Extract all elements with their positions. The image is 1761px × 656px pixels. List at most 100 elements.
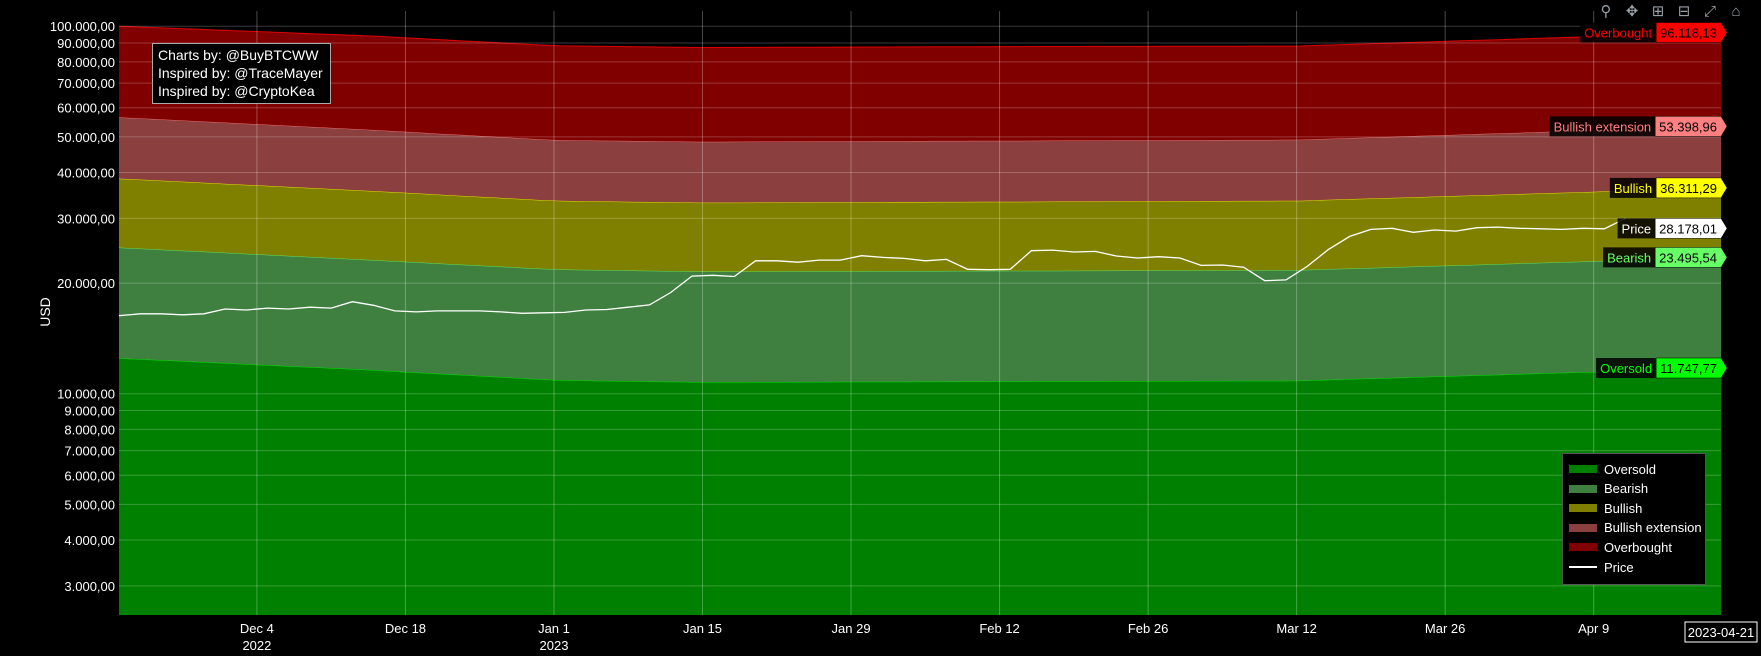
chart-legend: Oversold Bearish Bullish Bullish extension O…: [1562, 453, 1706, 585]
x-hover-label: 2023-04-21: [1688, 625, 1755, 640]
hover-name: Overbought: [1584, 26, 1652, 41]
hover-name-box: [1596, 358, 1657, 379]
hover-name-box: [1580, 22, 1657, 43]
reset-axes-icon[interactable]: ⌂: [1731, 3, 1741, 20]
legend-label-overbought: Overbought: [1604, 539, 1672, 555]
x-tick-label: Feb 26: [1128, 621, 1168, 636]
band-bearish: [119, 247, 1721, 383]
y-tick-label: 4.000,00: [64, 533, 115, 548]
band-oversold: [119, 358, 1721, 615]
hover-value-box: [1655, 357, 1728, 379]
y-tick-label: 10.000,00: [57, 387, 115, 402]
credit-line-3: Inspired by: @CryptoKea: [158, 83, 315, 99]
modebar: ⚲ ✥ ⊞ ⊟ ⤢ ⌂: [1597, 3, 1745, 21]
x-tick-label: Mar 12: [1276, 621, 1316, 636]
hover-name-box: [1603, 247, 1656, 268]
legend-item-bullish_ext[interactable]: Bullish extension: [1569, 519, 1702, 537]
legend-swatch-overbought: [1569, 543, 1597, 552]
y-tick-label: 6.000,00: [64, 468, 115, 483]
y-tick-label: 100.000,00: [50, 19, 115, 34]
hover-badge-bullish-extension: 53.398,96 Bullish extension: [1549, 116, 1728, 137]
y-tick-label: 40.000,00: [57, 165, 115, 180]
y-tick-label: 5.000,00: [64, 497, 115, 512]
hover-name-box: [1609, 177, 1657, 198]
hover-badge-overbought: 96.118,13 Overbought: [1580, 22, 1728, 43]
hover-name: Bullish: [1614, 181, 1652, 196]
y-tick-label: 20.000,00: [57, 276, 115, 291]
hover-value: 28.178,01: [1659, 221, 1717, 236]
credit-line-2: Inspired by: @TraceMayer: [158, 65, 323, 81]
legend-swatch-bearish: [1569, 484, 1597, 493]
x-tick-label: Feb 12: [979, 621, 1019, 636]
legend-swatch-price: [1569, 566, 1597, 568]
hover-name: Oversold: [1600, 361, 1652, 376]
legend-item-price[interactable]: Price: [1569, 558, 1634, 576]
legend-swatch-bullish: [1569, 504, 1597, 513]
hover-name-box: [1617, 218, 1656, 239]
legend-item-bearish[interactable]: Bearish: [1569, 480, 1648, 498]
hover-badge-bearish: 23.495,54 Bearish: [1603, 247, 1728, 268]
y-tick-label: 8.000,00: [64, 422, 115, 437]
hover-value-box: [1654, 218, 1728, 239]
hover-value: 96.118,13: [1660, 26, 1717, 41]
x-tick-label: Jan 15: [683, 621, 722, 636]
legend-item-overbought[interactable]: Overbought: [1569, 538, 1672, 556]
x-tick-label: Dec 4: [240, 621, 274, 636]
legend-label-bullish: Bullish: [1604, 500, 1643, 516]
x-hover-box: [1684, 621, 1758, 643]
y-axis-label: USD: [37, 297, 53, 327]
x-tick-label: Jan 1: [538, 621, 570, 636]
y-tick-label: 3.000,00: [64, 579, 115, 594]
legend-swatch-bullish_ext: [1569, 523, 1597, 532]
legend-label-oversold: Oversold: [1604, 461, 1657, 477]
y-tick-label: 90.000,00: [57, 36, 115, 51]
hover-value: 11.747,77: [1660, 361, 1717, 376]
legend-swatch-oversold: [1569, 465, 1597, 473]
hover-value: 23.495,54: [1659, 250, 1717, 265]
y-tick-label: 70.000,00: [57, 76, 115, 91]
y-tick-label: 7.000,00: [64, 444, 115, 459]
legend-label-price: Price: [1604, 559, 1634, 575]
band-bullish-extension: [119, 117, 1721, 203]
band-line-overbought: [118, 25, 1722, 48]
x-tick-label: Mar 26: [1425, 621, 1465, 636]
price-line: [118, 217, 1626, 317]
hover-value: 36.311,29: [1660, 181, 1717, 196]
hover-value-box: [1654, 116, 1728, 137]
band-overbought: [119, 26, 1721, 142]
hover-name: Price: [1622, 221, 1652, 236]
credits-box: Charts by: @BuyBTCWW Inspired by: @Trace…: [152, 43, 331, 104]
hover-value-box: [1654, 247, 1728, 268]
band-bullish: [119, 178, 1721, 272]
hover-badge-bullish: 36.311,29 Bullish: [1609, 177, 1728, 199]
x-tick-year-label: 2022: [242, 638, 271, 651]
x-tick-label: Apr 9: [1578, 621, 1609, 636]
y-tick-label: 30.000,00: [57, 211, 115, 226]
x-tick-label: Dec 18: [385, 621, 426, 636]
y-tick-label: 80.000,00: [57, 55, 115, 70]
y-tick-label: 60.000,00: [57, 101, 115, 116]
legend-item-bullish[interactable]: Bullish: [1569, 499, 1642, 517]
zoom-in-icon[interactable]: ⊞: [1651, 3, 1665, 20]
zoom-out-icon[interactable]: ⊟: [1677, 3, 1691, 20]
hover-name-box: [1549, 116, 1656, 137]
pan-icon[interactable]: ✥: [1625, 3, 1639, 20]
hover-badge-oversold: 11.747,77 Oversold: [1596, 357, 1728, 379]
hover-badge-price: 28.178,01 Price: [1617, 218, 1728, 239]
x-tick-label: Jan 29: [832, 621, 871, 636]
y-tick-label: 50.000,00: [57, 130, 115, 145]
legend-label-bearish: Bearish: [1604, 481, 1649, 497]
hover-name: Bearish: [1607, 250, 1651, 265]
y-tick-label: 9.000,00: [64, 404, 115, 419]
zoom-icon[interactable]: ⚲: [1600, 3, 1612, 20]
legend-label-bullish_ext: Bullish extension: [1604, 520, 1702, 536]
credit-line-1: Charts by: @BuyBTCWW: [158, 47, 319, 63]
hover-name: Bullish extension: [1554, 119, 1652, 134]
hover-value: 53.398,96: [1659, 119, 1717, 134]
hover-value-box: [1655, 177, 1728, 199]
legend-item-oversold[interactable]: Oversold: [1569, 460, 1656, 478]
autoscale-icon[interactable]: ⤢: [1703, 3, 1716, 20]
x-tick-year-label: 2023: [540, 638, 569, 651]
